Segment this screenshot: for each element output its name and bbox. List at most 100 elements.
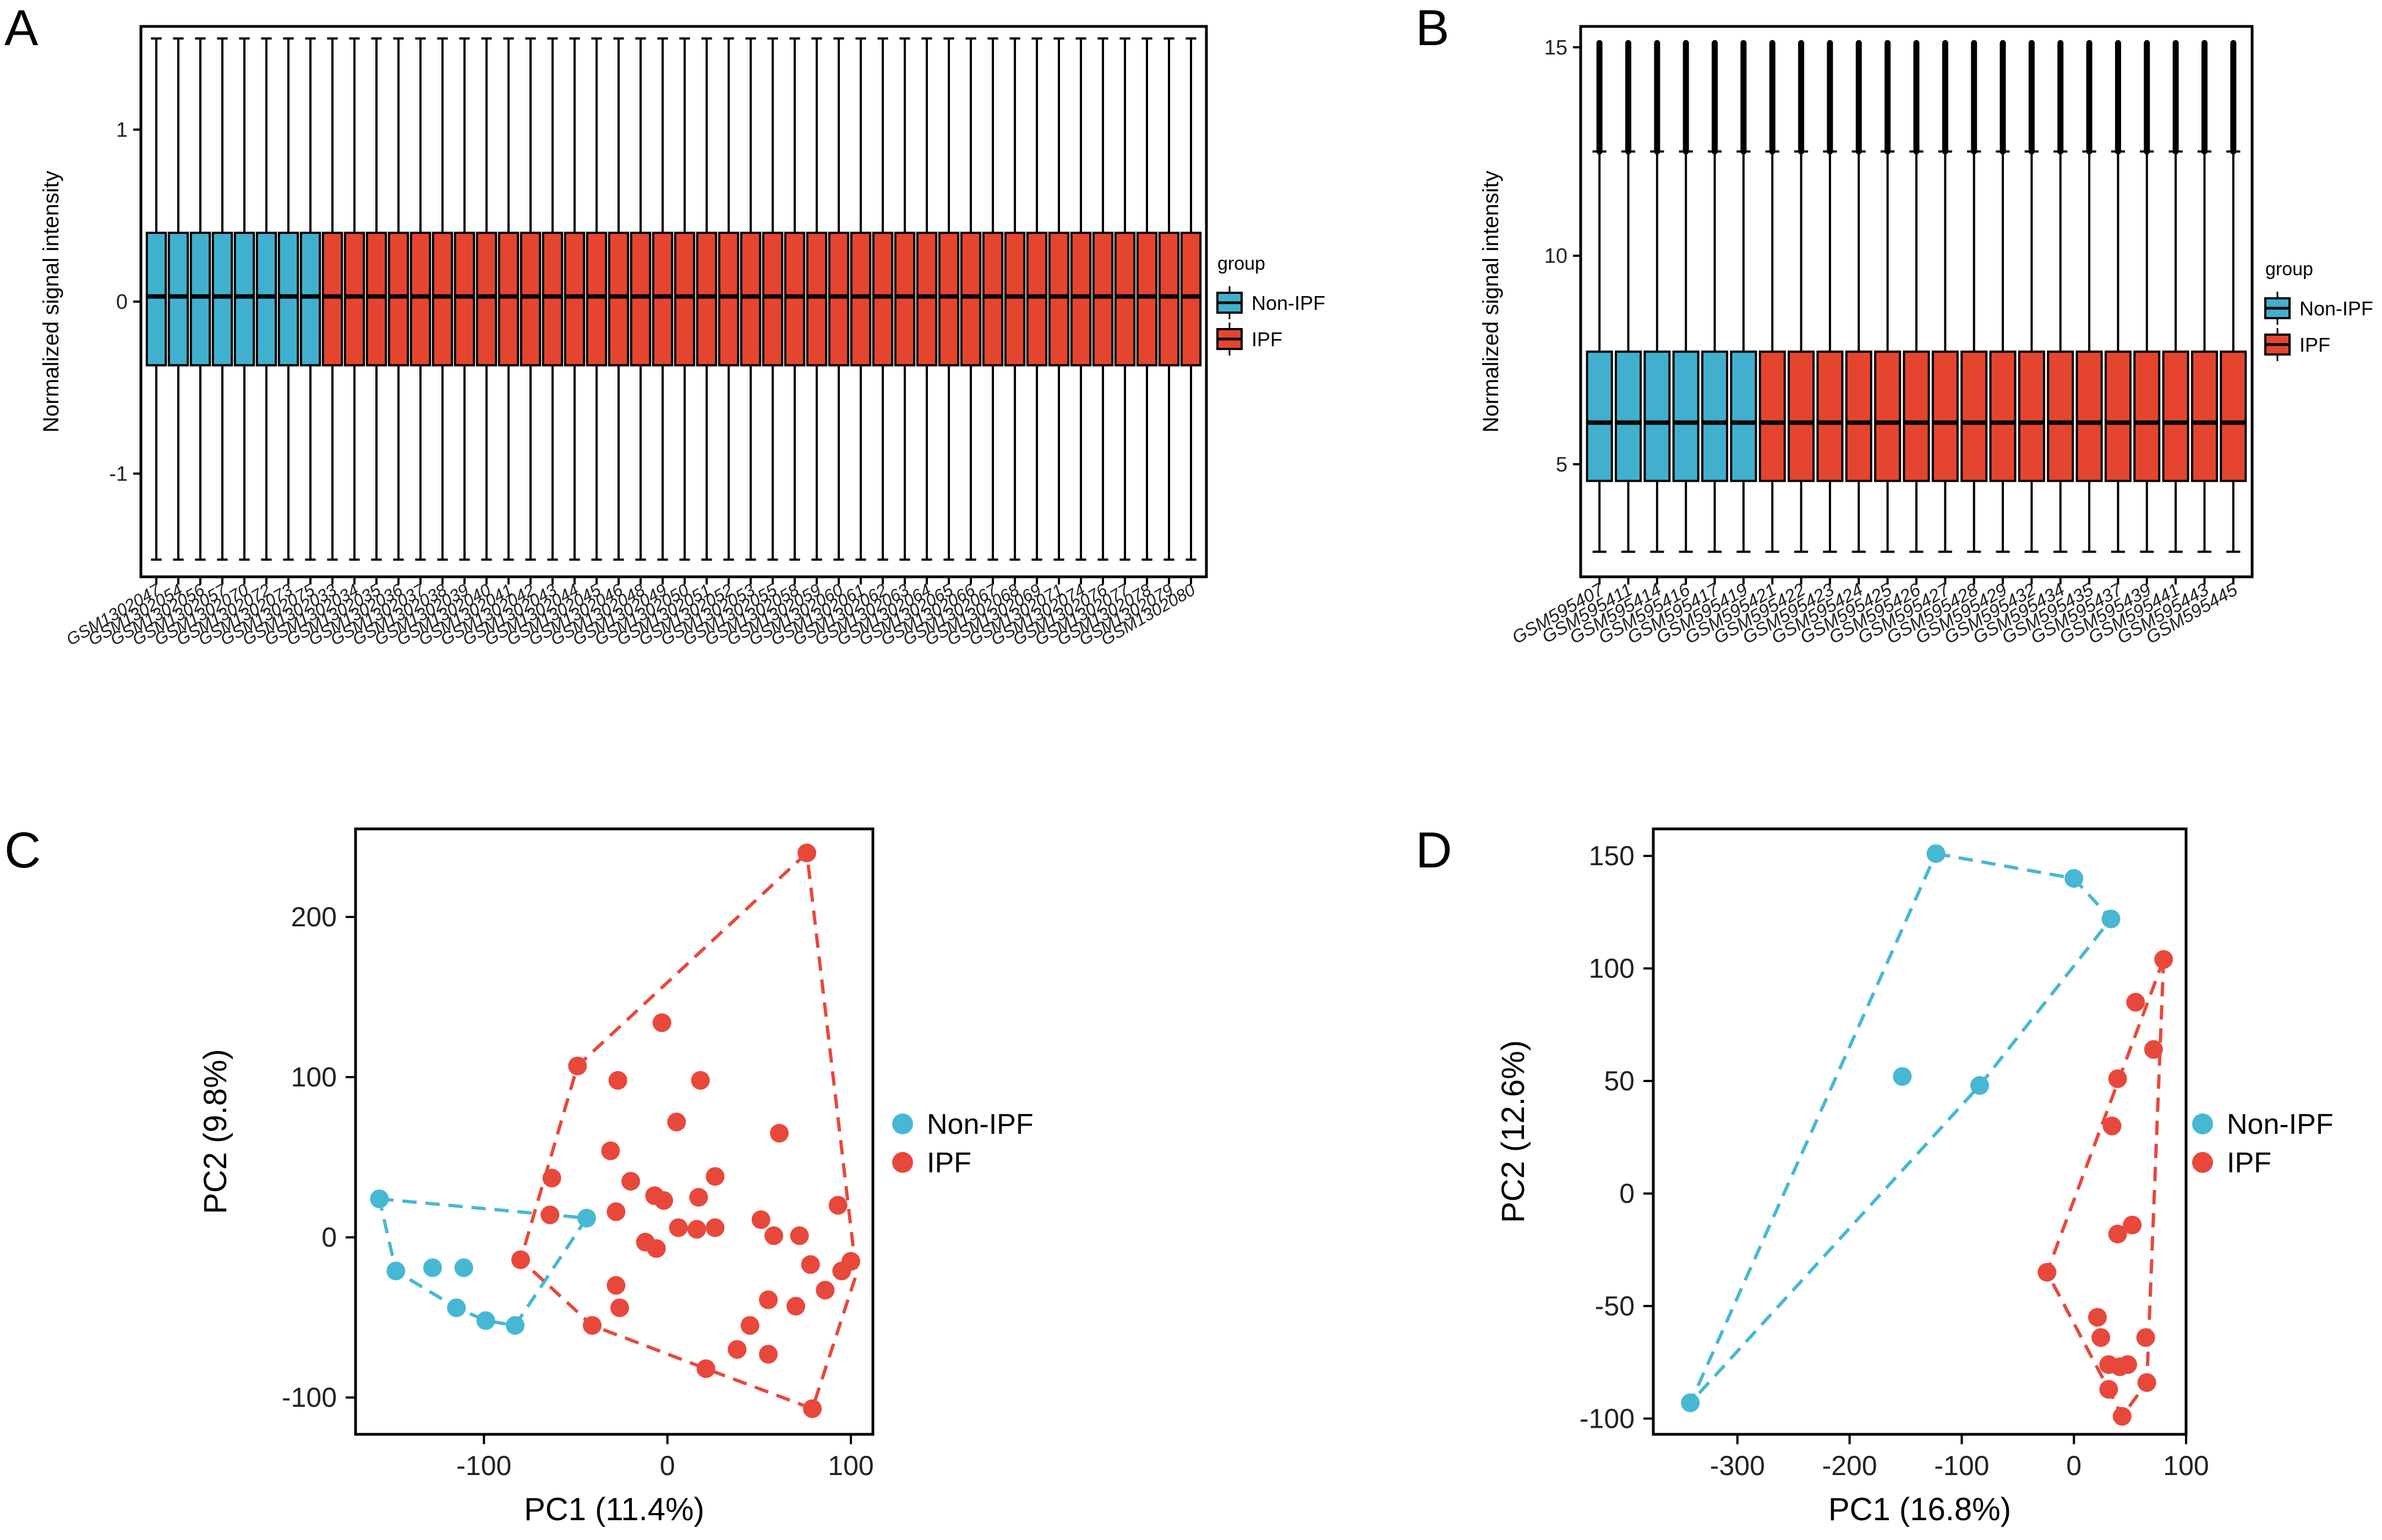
y-tick-label: 15 xyxy=(1544,36,1567,59)
series-non-ipf xyxy=(370,1189,596,1335)
data-point xyxy=(511,1250,530,1269)
box-GSM1302039 xyxy=(454,37,476,561)
legend-key-non-ipf xyxy=(2264,292,2291,325)
data-point xyxy=(654,1191,673,1210)
box-GSM595432 xyxy=(2018,40,2045,553)
box-iqr xyxy=(2162,350,2189,482)
box-GSM1302055 xyxy=(762,37,784,561)
box-iqr xyxy=(431,232,454,367)
box-GSM1302066 xyxy=(960,37,982,561)
y-tick-label: -100 xyxy=(282,1382,337,1413)
data-point xyxy=(759,1290,778,1309)
data-point xyxy=(540,1205,560,1225)
box-GSM1302079 xyxy=(1158,37,1180,561)
box-iqr xyxy=(2018,350,2045,482)
box-GSM1302073 xyxy=(277,37,299,561)
box-GSM595439 xyxy=(2133,40,2161,553)
legend-label: IPF xyxy=(927,1147,971,1179)
box-GSM595411 xyxy=(1615,40,1642,553)
x-tick-label: 100 xyxy=(2163,1450,2209,1481)
y-tick-label: 10 xyxy=(1544,245,1567,268)
data-point xyxy=(797,843,816,862)
box-GSM595427 xyxy=(1931,40,1959,553)
box-GSM595435 xyxy=(2075,40,2103,553)
box-GSM1302063 xyxy=(894,37,916,561)
y-tick-label: -50 xyxy=(1595,1291,1635,1321)
data-point xyxy=(728,1340,747,1359)
box-GSM1302074 xyxy=(1070,37,1092,561)
box-iqr xyxy=(1004,232,1026,367)
data-point xyxy=(583,1316,602,1335)
box-iqr xyxy=(850,232,872,367)
box-GSM595414 xyxy=(1643,40,1671,553)
data-point xyxy=(652,1013,671,1033)
box-iqr xyxy=(2133,350,2161,482)
data-point xyxy=(568,1056,587,1075)
box-GSM1302045 xyxy=(586,37,608,561)
legend-marker-ipf xyxy=(2192,1152,2213,1173)
y-tick-label: 0 xyxy=(321,1222,337,1253)
box-GSM595437 xyxy=(2104,40,2132,553)
legend-marker-non-ipf xyxy=(2192,1113,2213,1134)
box-GSM1302070 xyxy=(233,37,255,561)
data-point xyxy=(801,1255,820,1274)
data-point xyxy=(386,1262,406,1281)
x-tick-label: -100 xyxy=(1934,1450,1989,1481)
x-tick-label: 100 xyxy=(828,1450,873,1481)
box-iqr xyxy=(1672,350,1700,482)
data-point xyxy=(691,1071,710,1090)
data-point xyxy=(790,1226,809,1246)
box-GSM1302057 xyxy=(211,37,233,561)
box-iqr xyxy=(674,232,696,367)
box-iqr xyxy=(211,232,233,367)
data-point xyxy=(2099,1355,2118,1374)
data-point xyxy=(786,1297,805,1316)
box-iqr xyxy=(233,232,255,367)
box-iqr xyxy=(1960,350,1988,482)
box-GSM1302037 xyxy=(409,37,431,561)
box-iqr xyxy=(630,232,652,367)
box-iqr xyxy=(652,232,674,367)
box-GSM595417 xyxy=(1701,40,1729,553)
legend-d: Non-IPF IPF xyxy=(2192,1108,2334,1179)
y-tick-label: 0 xyxy=(1619,1178,1635,1209)
box-iqr xyxy=(586,232,608,367)
data-point xyxy=(577,1209,596,1228)
legend-title: group xyxy=(2265,259,2313,280)
data-point xyxy=(1681,1393,1700,1412)
box-GSM1302054 xyxy=(167,37,189,561)
box-iqr xyxy=(2104,350,2132,482)
box-GSM1302033 xyxy=(321,37,343,561)
box-GSM1302059 xyxy=(806,37,828,561)
data-point xyxy=(542,1168,561,1188)
box-iqr xyxy=(2220,350,2247,482)
box-iqr xyxy=(409,232,431,367)
box-iqr xyxy=(608,232,630,367)
data-point xyxy=(506,1316,525,1335)
legend-key-non-ipf xyxy=(1216,286,1243,319)
data-point xyxy=(816,1281,835,1300)
box-GSM1302068 xyxy=(1004,37,1026,561)
data-point xyxy=(1970,1076,1990,1095)
x-tick-label: -300 xyxy=(1710,1450,1765,1481)
box-GSM1302044 xyxy=(564,37,586,561)
y-tick-label: 50 xyxy=(1604,1066,1635,1096)
box-iqr xyxy=(938,232,960,367)
legend-a: group Non-IPF IPF xyxy=(1216,253,1325,356)
legend-marker-ipf xyxy=(892,1152,913,1173)
box-GSM1302034 xyxy=(343,37,365,561)
data-point xyxy=(689,1188,708,1207)
box-iqr xyxy=(1643,350,1671,482)
data-point xyxy=(2123,1215,2142,1235)
data-point xyxy=(770,1123,789,1143)
box-iqr xyxy=(542,232,564,367)
box-GSM595443 xyxy=(2190,40,2218,553)
box-iqr xyxy=(1730,350,1757,482)
data-point xyxy=(1926,844,1946,863)
box-GSM595422 xyxy=(1788,40,1815,553)
box-GSM1302043 xyxy=(542,37,564,561)
data-point xyxy=(610,1298,629,1318)
box-iqr xyxy=(1136,232,1158,367)
legend-key-ipf xyxy=(1216,323,1243,356)
